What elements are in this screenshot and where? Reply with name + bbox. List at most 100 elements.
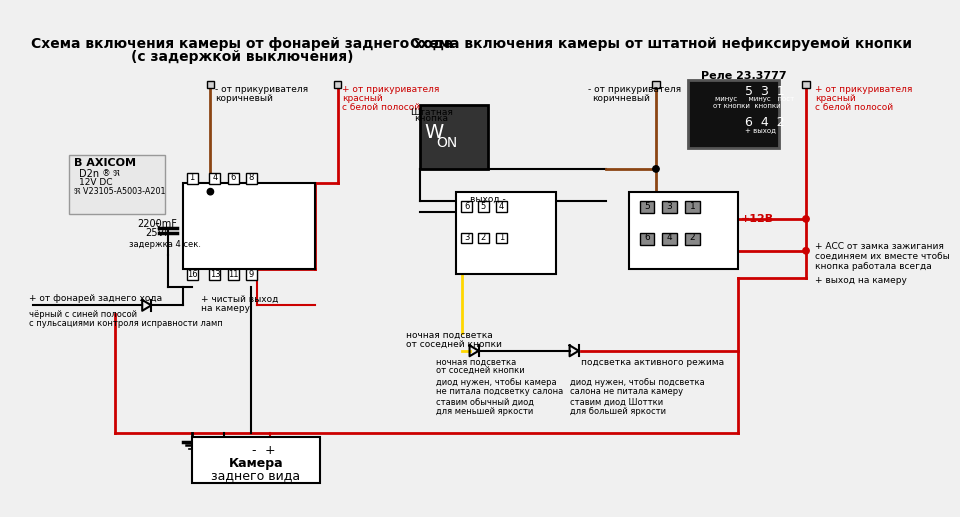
Text: чёрный с синей полосой: чёрный с синей полосой bbox=[29, 310, 136, 319]
Text: 9: 9 bbox=[249, 270, 254, 279]
Bar bbox=[187, 174, 198, 185]
Text: ставим диод Шоттки: ставим диод Шоттки bbox=[569, 398, 662, 407]
Text: Реле 23.3777: Реле 23.3777 bbox=[702, 71, 787, 81]
Text: 1: 1 bbox=[689, 202, 695, 210]
Text: диод нужен, чтобы подсветка: диод нужен, чтобы подсветка bbox=[569, 378, 705, 387]
Text: с пульсациями контроля исправности ламп: с пульсациями контроля исправности ламп bbox=[29, 319, 223, 328]
Text: 4: 4 bbox=[499, 202, 504, 210]
Text: +: + bbox=[160, 228, 170, 238]
Text: с белой полосой: с белой полосой bbox=[815, 103, 893, 113]
Text: + АСС от замка зажигания: + АСС от замка зажигания bbox=[815, 241, 944, 251]
Text: 3: 3 bbox=[667, 202, 673, 210]
Text: Схема включения камеры от фонарей заднего хода: Схема включения камеры от фонарей заднег… bbox=[31, 37, 453, 51]
Text: 6: 6 bbox=[464, 202, 469, 210]
Bar bbox=[629, 192, 738, 269]
Text: Камера: Камера bbox=[228, 457, 283, 470]
Text: -: - bbox=[252, 444, 260, 457]
Text: салона не питала камеру: салона не питала камеру bbox=[569, 387, 683, 396]
Text: W: W bbox=[424, 124, 444, 143]
Bar bbox=[246, 269, 256, 280]
Bar bbox=[420, 105, 488, 169]
Text: + от фонарей заднего хода: + от фонарей заднего хода bbox=[29, 294, 161, 303]
Text: 25V: 25V bbox=[145, 228, 164, 238]
Bar bbox=[192, 437, 320, 483]
Text: - от прикуривателя: - от прикуривателя bbox=[588, 85, 681, 94]
Text: 1: 1 bbox=[189, 174, 195, 183]
Text: + от прикуривателя: + от прикуривателя bbox=[343, 85, 440, 94]
Text: - от прикуривателя: - от прикуривателя bbox=[215, 85, 308, 94]
Bar bbox=[478, 201, 489, 211]
Text: +12В: +12В bbox=[740, 215, 774, 224]
Text: от кнопки  кнопки: от кнопки кнопки bbox=[713, 103, 780, 110]
Text: 1: 1 bbox=[499, 234, 504, 242]
Bar bbox=[334, 81, 342, 88]
Bar bbox=[803, 81, 809, 88]
Bar bbox=[228, 174, 239, 185]
Bar bbox=[478, 233, 489, 244]
Text: красный: красный bbox=[815, 95, 856, 103]
Text: с белой полосой: с белой полосой bbox=[343, 103, 420, 113]
Text: 13: 13 bbox=[209, 270, 220, 279]
Circle shape bbox=[803, 216, 809, 222]
Text: + от прикуривателя: + от прикуривателя bbox=[815, 85, 913, 94]
Bar bbox=[69, 155, 165, 215]
Circle shape bbox=[803, 248, 809, 254]
Bar bbox=[183, 183, 315, 269]
Text: 4: 4 bbox=[212, 174, 218, 183]
Text: ℜ V23105-A5003-A201: ℜ V23105-A5003-A201 bbox=[74, 187, 165, 196]
Text: коричневый: коричневый bbox=[592, 95, 650, 103]
Text: Схема включения камеры от штатной нефиксируемой кнопки: Схема включения камеры от штатной нефикс… bbox=[410, 37, 912, 51]
Text: от соседней кнопки: от соседней кнопки bbox=[406, 340, 502, 349]
Text: ночная подсветка: ночная подсветка bbox=[436, 358, 516, 367]
Text: ® ℜ: ® ℜ bbox=[97, 169, 120, 178]
Bar bbox=[187, 269, 198, 280]
Bar bbox=[496, 233, 507, 244]
Circle shape bbox=[207, 189, 213, 195]
Text: кнопка работала всегда: кнопка работала всегда bbox=[815, 262, 932, 271]
Text: 2: 2 bbox=[689, 234, 695, 242]
Bar bbox=[685, 201, 700, 214]
Text: 5  3  1: 5 3 1 bbox=[745, 85, 785, 98]
Bar bbox=[653, 81, 660, 88]
Text: 8: 8 bbox=[249, 174, 254, 183]
Text: 2200mF: 2200mF bbox=[137, 219, 178, 229]
Text: задержка 4 сек.: задержка 4 сек. bbox=[129, 240, 201, 249]
Bar bbox=[246, 174, 256, 185]
Text: В AXICOM: В AXICOM bbox=[74, 158, 136, 168]
Text: ставим обычный диод: ставим обычный диод bbox=[436, 398, 534, 407]
Text: от соседней кнопки: от соседней кнопки bbox=[436, 366, 524, 375]
Text: на камеру: на камеру bbox=[202, 303, 251, 312]
Text: кнопка: кнопка bbox=[415, 114, 448, 124]
Text: 11: 11 bbox=[228, 270, 238, 279]
Bar bbox=[662, 233, 677, 245]
Text: + выход на камеру: + выход на камеру bbox=[815, 276, 907, 285]
Text: диод нужен, чтобы камера: диод нужен, чтобы камера bbox=[436, 378, 557, 387]
Bar bbox=[662, 201, 677, 214]
Bar bbox=[209, 269, 221, 280]
Bar bbox=[462, 201, 472, 211]
Text: минус     минус   пост: минус минус пост bbox=[715, 96, 794, 102]
Text: 12V DC: 12V DC bbox=[79, 178, 112, 187]
Bar bbox=[209, 174, 221, 185]
Text: соединяем их вместе чтобы: соединяем их вместе чтобы bbox=[815, 253, 949, 262]
Text: 5: 5 bbox=[644, 202, 650, 210]
Bar bbox=[228, 269, 239, 280]
Text: выход -: выход - bbox=[469, 194, 505, 203]
Text: Штатная: Штатная bbox=[410, 108, 453, 117]
Text: D2n: D2n bbox=[79, 169, 99, 179]
Circle shape bbox=[653, 166, 660, 172]
Text: 4: 4 bbox=[667, 234, 672, 242]
Text: для меньшей яркости: для меньшей яркости bbox=[436, 407, 533, 416]
Bar bbox=[206, 81, 214, 88]
Text: 6  4  2: 6 4 2 bbox=[745, 116, 784, 129]
Text: не питала подсветку салона: не питала подсветку салона bbox=[436, 387, 564, 396]
Bar bbox=[456, 192, 556, 273]
Bar bbox=[639, 201, 654, 214]
Text: -: - bbox=[154, 218, 159, 232]
Text: красный: красный bbox=[343, 95, 383, 103]
Text: заднего вида: заднего вида bbox=[211, 469, 300, 482]
Text: для большей яркости: для большей яркости bbox=[569, 407, 665, 416]
Text: (с задержкой выключения): (с задержкой выключения) bbox=[131, 50, 353, 64]
Text: 6: 6 bbox=[644, 234, 650, 242]
Text: 6: 6 bbox=[230, 174, 236, 183]
